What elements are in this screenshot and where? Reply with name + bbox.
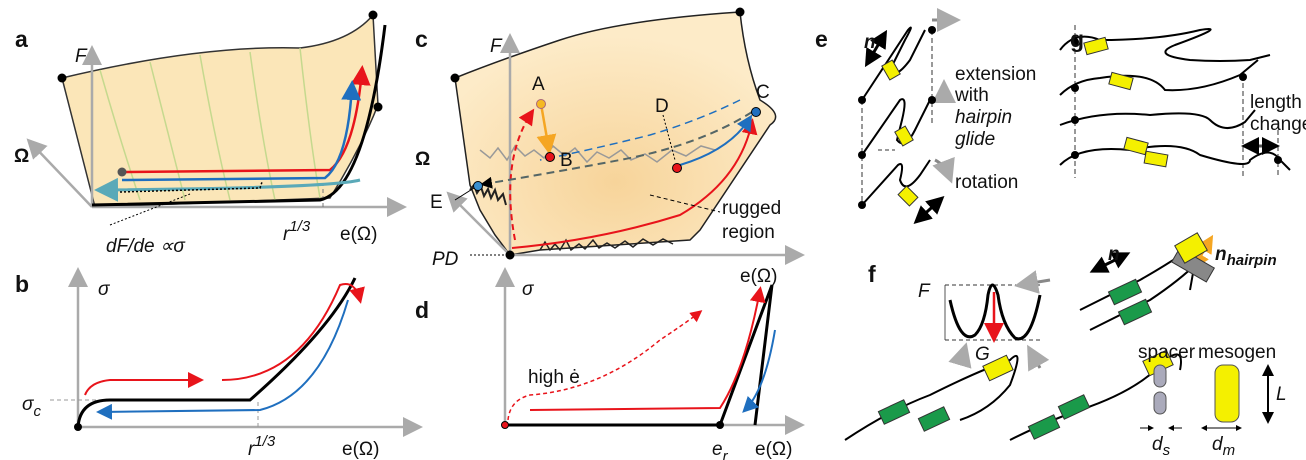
axis-label: F: [75, 46, 88, 67]
panel-c: c F Ω A B C D E PD rugged region e(Ω): [415, 8, 800, 288]
region-label: rugged: [722, 198, 781, 219]
point-label: A: [532, 74, 545, 95]
axis-label: Ω: [14, 146, 29, 167]
director-label: n: [1108, 244, 1120, 265]
origin-label: PD: [432, 249, 459, 270]
annotation: change: [1250, 114, 1306, 135]
annotation: rotation: [955, 172, 1018, 193]
region-label: region: [722, 222, 775, 243]
panel-b: b σ σc r1/3 e(Ω): [15, 271, 418, 460]
axis-label: Ω: [415, 149, 430, 170]
panel-letter: e: [815, 26, 828, 52]
label-sub: m: [1223, 442, 1236, 459]
label-sub: hairpin: [1227, 252, 1277, 269]
dimension-label: L: [1276, 384, 1287, 405]
tick-label: r1/3: [248, 433, 276, 460]
annotation: high ė: [528, 367, 580, 388]
axis-label: F: [918, 281, 931, 302]
axis-label: F: [490, 36, 503, 57]
axis-label: e(Ω): [340, 224, 377, 245]
panel-letter: c: [415, 26, 428, 52]
point-label: D: [655, 96, 669, 117]
panel-a: a F Ω e(Ω) dF/de ∝σ r1/3: [14, 11, 402, 258]
legend-label: spacer: [1138, 342, 1196, 363]
axis-label: e(Ω): [342, 439, 379, 460]
panel-d: d σ high ė er e(Ω): [415, 272, 800, 460]
director-label: nhairpin: [1215, 244, 1277, 269]
point-label: E: [430, 192, 443, 213]
annotation: extension: [955, 64, 1036, 85]
annotation: length: [1250, 92, 1302, 113]
axis-label: σ: [522, 279, 535, 300]
point-label: B: [560, 150, 573, 171]
panel-letter: b: [15, 271, 29, 297]
tick-sup: 1/3: [289, 218, 311, 235]
annotation: dF/de ∝σ: [106, 236, 186, 257]
dimension-label: dm: [1212, 434, 1235, 459]
legend-label: mesogen: [1198, 342, 1276, 363]
director-label: n: [864, 32, 876, 53]
panel-letter: d: [415, 297, 429, 323]
axis-label: σ: [98, 279, 111, 300]
figure: a F Ω e(Ω) dF/de ∝σ r1/3 b σ σc r1/3 e(Ω…: [0, 0, 1306, 460]
panel-letter: a: [15, 26, 28, 52]
label-sub: s: [1163, 442, 1171, 459]
barrier-label: G: [975, 344, 990, 365]
label-base: n: [1215, 244, 1227, 265]
panel-g: g length change: [1060, 25, 1306, 178]
axis-label: e(Ω): [755, 439, 792, 460]
tick-label: r1/3: [283, 218, 311, 245]
panel-letter: f: [868, 261, 876, 287]
panel-letter: g: [1070, 26, 1084, 52]
tick-base: e: [712, 439, 723, 460]
tick-label: σc: [22, 394, 41, 420]
annotation: with: [954, 85, 989, 106]
tick-sub: r: [723, 448, 729, 460]
axis-label: e(Ω): [740, 266, 777, 287]
annotation: glide: [955, 129, 995, 150]
tick-label: er: [712, 439, 729, 460]
tick-sup: 1/3: [254, 433, 276, 450]
annotation: hairpin: [955, 107, 1012, 128]
tick-sub: c: [33, 403, 41, 420]
point-label: C: [756, 82, 770, 103]
panel-e: e n extension with hairpin glide rotatio…: [815, 20, 1036, 220]
panel-f: f F G n nhairpin spacer mesogen L ds dm: [845, 233, 1287, 459]
dimension-label: ds: [1152, 434, 1171, 459]
